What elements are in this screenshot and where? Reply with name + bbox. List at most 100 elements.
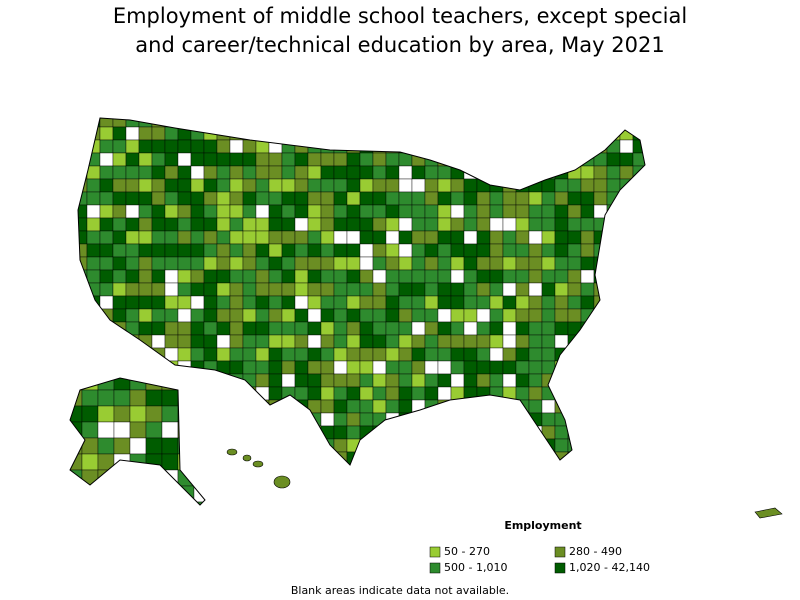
map-region (437, 118, 452, 128)
map-region (359, 295, 374, 310)
map-region (190, 334, 205, 349)
map-region (125, 191, 140, 206)
map-region (411, 165, 426, 180)
map-region (333, 308, 348, 323)
map-region (385, 295, 400, 310)
map-region (489, 308, 504, 323)
map-region (489, 269, 504, 284)
map-region (476, 118, 491, 128)
map-region (528, 118, 543, 128)
map-region (78, 269, 88, 284)
map-region (554, 256, 569, 271)
map-region (398, 334, 413, 349)
map-region (437, 451, 452, 465)
map-region (632, 438, 645, 453)
map-region (333, 204, 348, 219)
map-region (554, 438, 569, 453)
map-region (385, 321, 400, 336)
map-region (99, 243, 114, 258)
map-region (177, 256, 192, 271)
map-region (646, 296, 659, 309)
map-region (216, 204, 231, 219)
map-region (346, 126, 361, 141)
map-region (320, 295, 335, 310)
map-region (554, 217, 569, 232)
map-region (411, 360, 426, 375)
map-region (385, 347, 400, 362)
map-region (145, 378, 163, 391)
map-region (541, 152, 556, 167)
map-region (229, 191, 244, 206)
map-region (281, 425, 296, 440)
map-region (255, 165, 270, 180)
map-region (268, 425, 283, 440)
map-region (632, 204, 645, 219)
map-region (372, 191, 387, 206)
map-region (489, 118, 504, 128)
map-region (541, 118, 556, 128)
map-region (281, 373, 296, 388)
map-region (450, 373, 465, 388)
map-region (112, 204, 127, 219)
map-region (320, 152, 335, 167)
map-region (113, 378, 131, 391)
map-region (78, 334, 88, 349)
map-region (359, 438, 374, 453)
map-region (606, 373, 621, 388)
map-region (151, 243, 166, 258)
map-region (99, 217, 114, 232)
map-region (129, 405, 147, 423)
map-region (151, 256, 166, 271)
map-region (502, 308, 517, 323)
map-region (398, 139, 413, 154)
map-region (528, 321, 543, 336)
map-region (78, 118, 88, 128)
map-region (255, 178, 270, 193)
map-region (229, 464, 244, 465)
map-region (242, 118, 257, 128)
map-region (255, 282, 270, 297)
map-region (515, 464, 530, 465)
map-region (372, 118, 387, 128)
map-region (541, 451, 556, 465)
map-region (78, 321, 88, 336)
map-region (528, 165, 543, 180)
map-region (476, 321, 491, 336)
map-region (593, 412, 608, 427)
map-region (463, 178, 478, 193)
map-region (346, 282, 361, 297)
map-region (606, 230, 621, 245)
map-region (333, 269, 348, 284)
map-region (138, 204, 153, 219)
map-region (567, 464, 582, 465)
map-region (281, 451, 296, 465)
map-region (541, 230, 556, 245)
map-region (151, 282, 166, 297)
map-region (619, 295, 634, 310)
map-region (476, 256, 491, 271)
map-region (78, 373, 88, 388)
map-region (632, 256, 645, 271)
map-region (346, 230, 361, 245)
map-region (242, 425, 257, 440)
legend-label: 1,020 - 42,140 (569, 561, 650, 574)
map-region (177, 152, 192, 167)
map-region (554, 269, 569, 284)
map-region (307, 126, 322, 141)
map-region (229, 243, 244, 258)
map-region (502, 399, 517, 414)
map-region (567, 373, 582, 388)
map-region (411, 139, 426, 154)
map-region (580, 464, 595, 465)
map-region (190, 256, 205, 271)
map-region (411, 126, 426, 141)
map-region (359, 282, 374, 297)
map-region (619, 373, 634, 388)
map-region (346, 386, 361, 401)
map-region (281, 347, 296, 362)
map-region (398, 295, 413, 310)
map-region (476, 347, 491, 362)
map-region (112, 243, 127, 258)
